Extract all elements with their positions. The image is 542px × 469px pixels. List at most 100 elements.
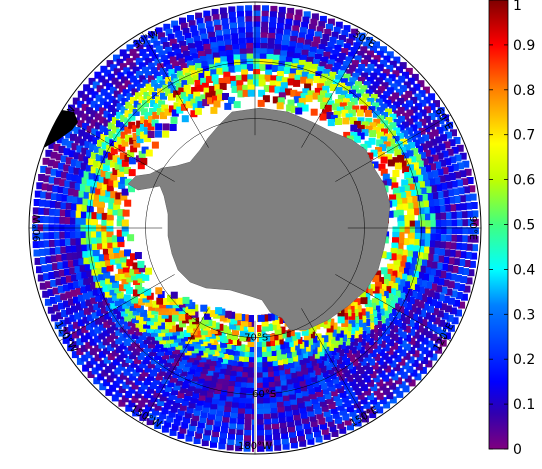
sea-ice-cell <box>145 267 153 275</box>
sea-ice-cell <box>357 367 365 374</box>
sea-ice-cell <box>397 186 405 194</box>
sea-ice-cell <box>363 319 371 326</box>
sea-ice-cell <box>198 73 206 80</box>
sea-ice-cell <box>39 282 47 290</box>
sea-ice-cell <box>411 176 419 184</box>
sea-ice-cell <box>184 348 192 356</box>
sea-ice-cell <box>444 234 452 242</box>
sea-ice-cell <box>182 341 190 349</box>
sea-ice-cell <box>350 338 358 346</box>
sea-ice-cell <box>136 44 144 52</box>
sea-ice-cell <box>240 375 248 383</box>
sea-ice-cell <box>68 150 76 158</box>
sea-ice-cell <box>71 174 79 182</box>
sea-ice-cell <box>232 353 240 361</box>
sea-ice-cell <box>454 242 462 250</box>
sea-ice-cell <box>275 389 283 397</box>
sea-ice-cell <box>98 341 106 349</box>
sea-ice-cell <box>73 126 81 134</box>
sea-ice-cell <box>359 358 367 366</box>
sea-ice-cell <box>467 269 475 277</box>
sea-ice-cell <box>210 375 218 383</box>
sea-ice-cell <box>107 318 115 325</box>
sea-ice-cell <box>209 407 217 415</box>
sea-ice-cell <box>89 262 97 270</box>
sea-ice-cell <box>431 129 439 137</box>
sea-ice-cell <box>121 359 129 367</box>
sea-ice-cell <box>155 341 163 349</box>
sea-ice-cell <box>139 124 147 132</box>
sea-ice-cell <box>257 99 265 107</box>
sea-ice-cell <box>133 100 141 108</box>
sea-ice-cell <box>130 145 138 153</box>
sea-ice-cell <box>40 165 48 173</box>
sea-ice-cell <box>64 317 72 325</box>
sea-ice-cell <box>111 77 119 85</box>
sea-ice-cell <box>385 117 393 124</box>
sea-ice-cell <box>337 94 345 102</box>
sea-ice-cell <box>416 252 424 260</box>
sea-ice-cell <box>397 215 405 223</box>
sea-ice-cell <box>206 417 214 425</box>
sea-ice-cell <box>38 240 46 248</box>
sea-ice-cell <box>118 182 126 189</box>
sea-ice-cell <box>439 271 447 278</box>
sea-ice-cell <box>148 31 156 39</box>
sea-ice-cell <box>258 74 266 82</box>
sea-ice-cell <box>46 264 54 272</box>
sea-ice-cell <box>420 194 428 201</box>
sea-ice-cell <box>224 76 232 84</box>
sea-ice-cell <box>399 255 407 263</box>
sea-ice-cell <box>276 23 284 30</box>
sea-ice-cell <box>319 113 327 121</box>
sea-ice-cell <box>105 171 113 179</box>
sea-ice-cell <box>405 250 413 258</box>
sea-ice-cell <box>411 245 419 253</box>
sea-ice-cell <box>345 56 353 64</box>
sea-ice-cell <box>222 351 230 359</box>
sea-ice-cell <box>321 404 329 412</box>
sea-ice-cell <box>288 425 295 433</box>
sea-ice-cell <box>100 279 108 287</box>
sea-ice-cell <box>86 205 94 213</box>
sea-ice-cell <box>193 323 201 331</box>
sea-ice-cell <box>386 87 394 95</box>
sea-ice-cell <box>389 105 397 112</box>
sea-ice-cell <box>325 93 333 101</box>
sea-ice-cell <box>160 37 168 45</box>
sea-ice-cell <box>281 388 289 396</box>
sea-ice-cell <box>331 430 339 437</box>
sea-ice-cell <box>428 113 436 120</box>
sea-ice-cell <box>205 92 213 100</box>
sea-ice-cell <box>217 94 224 102</box>
sea-ice-cell <box>432 247 440 255</box>
sea-ice-cell <box>189 350 197 358</box>
sea-ice-cell <box>357 379 365 387</box>
sea-ice-cell <box>391 242 399 250</box>
sea-ice-cell <box>123 294 131 302</box>
sea-ice-cell <box>121 188 129 196</box>
sea-ice-cell <box>408 226 415 234</box>
sea-ice-cell <box>135 320 143 328</box>
sea-ice-cell <box>154 326 162 334</box>
sea-ice-cell <box>183 96 191 104</box>
sea-ice-cell <box>342 117 350 125</box>
sea-ice-cell <box>370 94 378 101</box>
sea-ice-cell <box>265 69 273 77</box>
sea-ice-cell <box>147 310 155 318</box>
sea-ice-cell <box>337 316 345 324</box>
sea-ice-cell <box>392 303 400 311</box>
sea-ice-cell <box>188 94 196 102</box>
sea-ice-cell <box>386 210 394 218</box>
sea-ice-cell <box>70 231 77 239</box>
sea-ice-cell <box>412 208 420 216</box>
sea-ice-cell <box>207 336 214 344</box>
sea-ice-cell <box>418 152 426 160</box>
sea-ice-cell <box>203 43 211 51</box>
sea-ice-cell <box>106 235 114 243</box>
sea-ice-cell <box>91 367 99 375</box>
sea-ice-cell <box>81 325 89 333</box>
colorbar: 10.90.80.70.60.50.40.30.20.10 <box>488 0 535 458</box>
sea-ice-cell <box>232 323 240 331</box>
sea-ice-cell <box>165 77 173 84</box>
